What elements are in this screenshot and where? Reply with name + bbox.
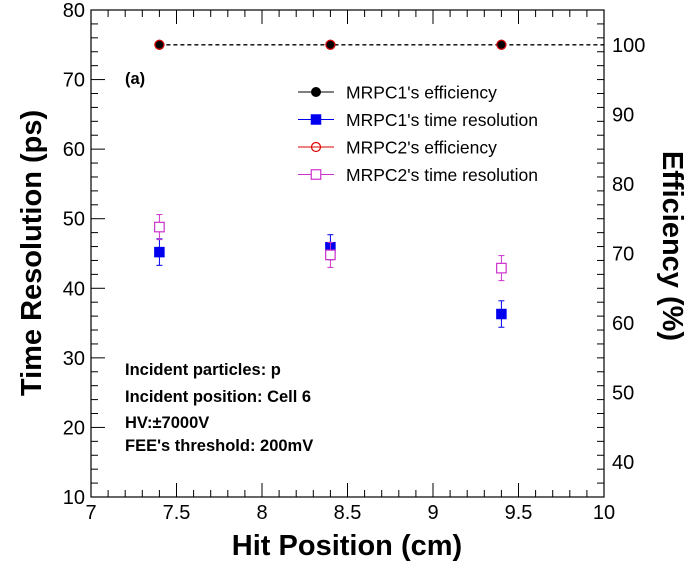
series-3 bbox=[154, 39, 507, 50]
panel-label: (a) bbox=[125, 70, 145, 88]
x-tick-label: 8 bbox=[256, 502, 267, 524]
series-4-point-marker bbox=[496, 262, 507, 274]
series-2-point-marker bbox=[496, 308, 507, 320]
series-3-point-marker bbox=[496, 39, 507, 50]
legend-label-2: MRPC1's time resolution bbox=[346, 110, 538, 130]
right-y-tick-label: 90 bbox=[612, 104, 634, 126]
series-2-point-marker bbox=[154, 246, 165, 258]
right-y-tick-label: 40 bbox=[612, 452, 634, 474]
annotation-position: Incident position: Cell 6 bbox=[125, 388, 311, 406]
series-4-point-marker bbox=[325, 249, 336, 261]
x-tick-label: 9 bbox=[427, 502, 438, 524]
legend-1-marker bbox=[311, 87, 321, 97]
x-tick-label: 8.5 bbox=[334, 502, 362, 524]
series-3-point-marker bbox=[154, 39, 165, 50]
left-y-tick-label: 60 bbox=[63, 139, 85, 161]
annotation-threshold: FEE's threshold: 200mV bbox=[125, 437, 313, 455]
legend-4-marker bbox=[310, 169, 322, 180]
legend-3-marker bbox=[310, 141, 322, 153]
x-axis-title: Hit Position (cm) bbox=[232, 530, 462, 562]
x-tick-label: 7 bbox=[85, 502, 96, 524]
series-3-point-marker bbox=[325, 39, 336, 50]
x-tick-label: 9.5 bbox=[505, 502, 533, 524]
legend-2-marker bbox=[310, 114, 322, 125]
left-y-tick-label: 80 bbox=[63, 0, 85, 22]
right-y-axis-title: Efficiency (%) bbox=[656, 151, 688, 341]
right-y-tick-label: 60 bbox=[612, 313, 634, 335]
left-y-tick-label: 10 bbox=[63, 487, 85, 509]
right-y-axis-ticks: 40 50 60 70 80 90 100 bbox=[597, 9, 645, 498]
annotation-particles: Incident particles: p bbox=[125, 361, 281, 379]
left-y-tick-label: 20 bbox=[63, 417, 85, 439]
legend: MRPC1's efficiency MRPC1's time resolutio… bbox=[298, 83, 538, 185]
left-y-axis-ticks: 10 20 30 40 50 60 70 80 bbox=[63, 0, 105, 509]
x-tick-label: 10 bbox=[593, 502, 615, 524]
data-series-layer bbox=[154, 39, 604, 328]
left-y-tick-label: 30 bbox=[63, 348, 85, 370]
left-y-tick-label: 50 bbox=[63, 209, 85, 231]
legend-label-4: MRPC2's time resolution bbox=[346, 165, 538, 185]
right-y-tick-label: 100 bbox=[612, 35, 645, 57]
left-y-tick-label: 70 bbox=[63, 70, 85, 92]
right-y-tick-label: 80 bbox=[612, 174, 634, 196]
annotation-block: Incident particles: p Incident position:… bbox=[125, 361, 313, 455]
left-y-tick-label: 40 bbox=[63, 278, 85, 300]
series-4 bbox=[154, 214, 507, 282]
right-y-tick-label: 70 bbox=[612, 244, 634, 266]
annotation-hv: HV:±7000V bbox=[125, 414, 209, 432]
right-y-tick-label: 50 bbox=[612, 383, 634, 405]
legend-label-1: MRPC1's efficiency bbox=[346, 83, 497, 103]
x-axis-ticks: 7 7.5 8 8.5 9 9.5 10 bbox=[85, 10, 615, 524]
series-4-point-marker bbox=[154, 221, 165, 233]
x-tick-label: 7.5 bbox=[163, 502, 191, 524]
left-y-axis-title: Time Resolution (ps) bbox=[16, 110, 48, 396]
legend-label-3: MRPC2's efficiency bbox=[346, 138, 497, 158]
